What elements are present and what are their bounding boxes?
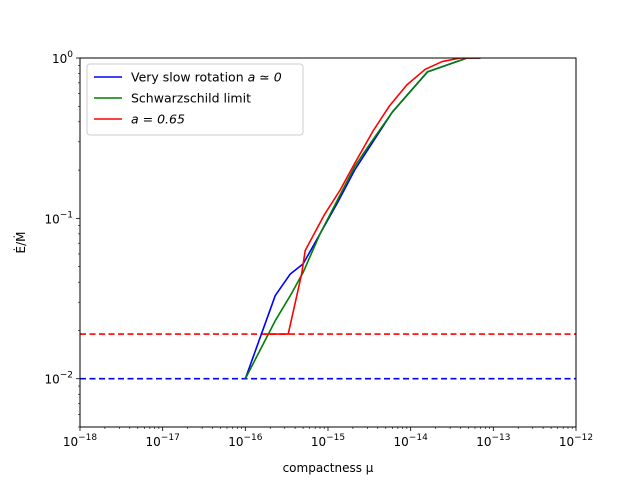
y-tick-label: 10−2 [44, 371, 73, 387]
legend-label-3: a = 0.65 [131, 112, 185, 127]
series-line-3 [264, 58, 481, 335]
x-tick-label: 10−16 [228, 433, 263, 449]
x-tick-label: 10−12 [559, 433, 593, 449]
plot-lines [80, 58, 576, 380]
y-axis-label: Ė/Ṁ [13, 232, 28, 254]
y-tick-label: 10−1 [44, 210, 73, 226]
legend-box [86, 63, 304, 136]
legend-label-2: Schwarzschild limit [131, 91, 251, 106]
x-tick-label: 10−14 [394, 433, 429, 449]
ticks [76, 57, 577, 431]
x-tick-label: 10−17 [146, 433, 180, 449]
tick-labels: 10−18 10−17 10−16 10−15 10−14 10−13 10−12 10−2 1… [44, 50, 593, 449]
x-axis-label: compactness μ [283, 461, 374, 475]
x-tick-label: 10−13 [476, 433, 510, 449]
y-tick-label: 100 [52, 50, 73, 66]
x-tick-label: 10−18 [63, 433, 98, 449]
legend-label-1: Very slow rotation a ≃ 0 [131, 70, 282, 85]
series-line-2 [244, 58, 481, 380]
legend: Very slow rotation a ≃ 0 Schwarzschild li… [86, 63, 304, 136]
x-tick-label: 10−15 [311, 433, 345, 449]
